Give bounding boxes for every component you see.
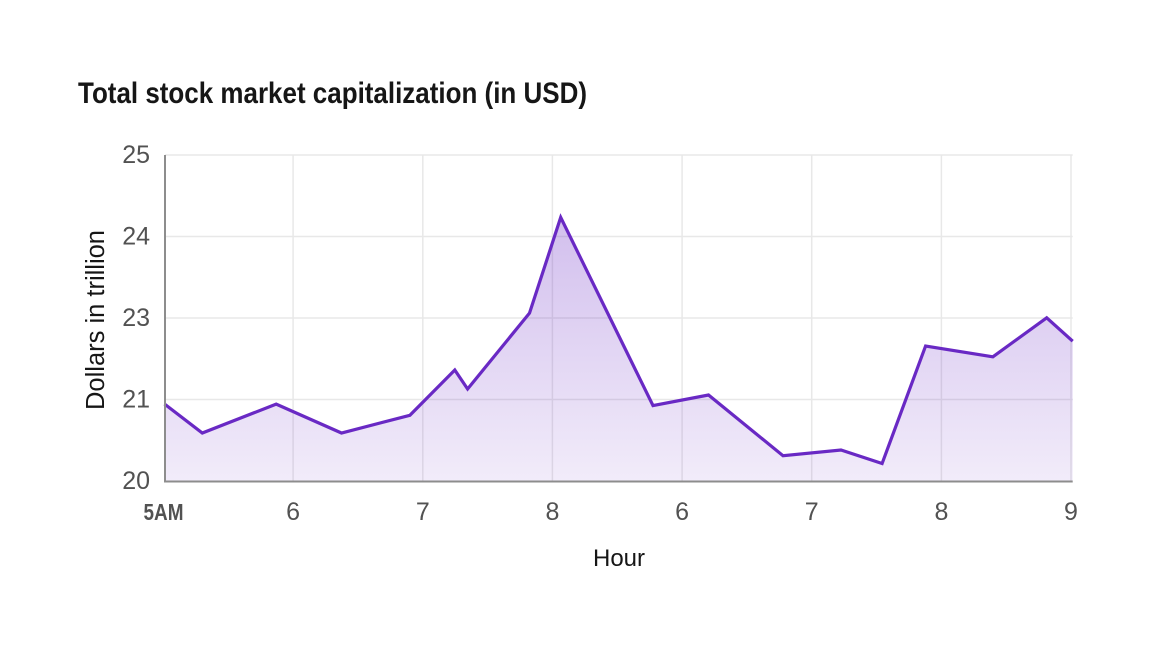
svg-text:6: 6 — [286, 498, 300, 526]
svg-text:7: 7 — [416, 498, 430, 526]
svg-text:24: 24 — [122, 223, 150, 251]
svg-text:21: 21 — [122, 386, 150, 414]
svg-text:25: 25 — [122, 141, 150, 169]
svg-text:6: 6 — [675, 498, 689, 526]
svg-text:9: 9 — [1064, 498, 1078, 526]
svg-text:20: 20 — [122, 467, 150, 495]
svg-text:8: 8 — [545, 498, 559, 526]
svg-text:5AM: 5AM — [144, 499, 184, 525]
svg-text:Dollars in trillion: Dollars in trillion — [82, 230, 110, 410]
svg-text:8: 8 — [934, 498, 948, 526]
svg-text:7: 7 — [805, 498, 819, 526]
svg-text:Hour: Hour — [593, 545, 645, 572]
svg-text:Total stock market capitalizat: Total stock market capitalization (in US… — [78, 77, 587, 110]
svg-text:23: 23 — [122, 304, 150, 332]
